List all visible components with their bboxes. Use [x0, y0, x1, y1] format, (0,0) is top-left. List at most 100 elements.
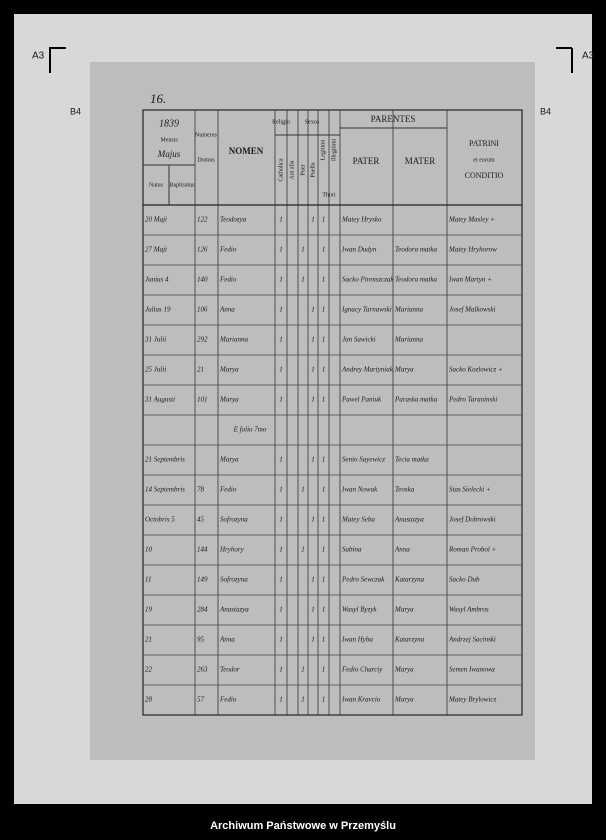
- cell-nomen: Marya: [219, 396, 239, 404]
- header-label: PATER: [353, 156, 380, 166]
- paper: [90, 62, 535, 760]
- cell-catholica: 1: [279, 216, 283, 224]
- cell-patrini: Semen Iwanowa: [449, 666, 495, 674]
- corner-label: B4: [70, 106, 81, 116]
- cell-catholica: 1: [279, 336, 283, 344]
- cell-date: 27 Maji: [145, 246, 167, 254]
- cell-date: 25 Julii: [145, 366, 166, 374]
- corner-label: B4: [540, 106, 551, 116]
- cell-nomen: Marya: [219, 456, 239, 464]
- cell-date: Julius 19: [145, 306, 171, 314]
- cell-date: Junius 4: [145, 276, 169, 284]
- cell-puella: 1: [311, 576, 315, 584]
- header-label: PATRINI: [469, 139, 499, 148]
- cell-patrini: Stas Sielecki +: [449, 486, 491, 494]
- cell-pater: Senio Sayewicz: [342, 456, 385, 464]
- header-label: Numerus: [195, 132, 218, 138]
- cell-catholica: 1: [279, 456, 283, 464]
- cell-domus: 126: [197, 246, 208, 254]
- cell-date: 10: [145, 546, 153, 554]
- cell-domus: 45: [197, 516, 205, 524]
- cell-pater: Sacko Pirenszczak: [342, 276, 395, 284]
- corner-label: A3: [32, 51, 45, 62]
- cell-mater: Tecia matka: [395, 456, 429, 464]
- cell-puer: 1: [301, 546, 305, 554]
- cell-domus: 140: [197, 276, 208, 284]
- header-label: Puella: [310, 162, 316, 177]
- header-label: Baptisatus: [170, 182, 196, 188]
- cell-nomen: Marya: [219, 366, 239, 374]
- cell-pater: Jan Sawicki: [342, 336, 376, 344]
- cell-patrini: Wasyl Ambros: [449, 606, 489, 614]
- cell-pater: Fedio Charciy: [341, 666, 383, 674]
- cell-mater: Marya: [394, 606, 414, 614]
- cell-nomen: Anastazya: [219, 606, 249, 614]
- cell-date: 31 Augusti: [144, 396, 175, 404]
- cell-date: 21: [145, 636, 152, 644]
- header-label: MATER: [405, 156, 436, 166]
- cell-domus: 57: [197, 696, 205, 704]
- cell-pater: Matey Seba: [341, 516, 375, 524]
- cell-puella: 1: [311, 636, 315, 644]
- cell-nomen: Marianna: [219, 336, 249, 344]
- cell-mater: Paraska matka: [394, 396, 438, 404]
- cell-legitimi: 1: [322, 516, 326, 524]
- cell-domus: 101: [197, 396, 208, 404]
- cell-pater: Andrey Martyniak: [341, 366, 394, 374]
- cell-domus: 95: [197, 636, 205, 644]
- header-label: Domus: [197, 157, 215, 163]
- footer: Archiwum Państwowe w Przemyślu: [210, 820, 396, 832]
- cell-catholica: 1: [279, 636, 283, 644]
- cell-mater: Anastazya: [394, 516, 424, 524]
- cell-nomen: Fedio: [219, 486, 237, 494]
- cell-legitimi: 1: [322, 636, 326, 644]
- header-label: CONDITIO: [465, 171, 504, 180]
- cell-patrini: Matey Masley +: [448, 216, 495, 224]
- cell-catholica: 1: [279, 606, 283, 614]
- cell-nomen: Hryhory: [219, 546, 245, 554]
- header-label: Mensis: [160, 137, 178, 143]
- cell-catholica: 1: [279, 246, 283, 254]
- cell-nomen: Fedio: [219, 696, 237, 704]
- header-label: Natus: [149, 182, 164, 188]
- cell-legitimi: 1: [322, 246, 326, 254]
- cell-nomen: Fedio: [219, 246, 237, 254]
- cell-puella: 1: [311, 606, 315, 614]
- cell-mater: Marianna: [394, 336, 424, 344]
- cell-patrini: Josef Malkowski: [449, 306, 496, 314]
- cell-pater: Wasyl Byzyk: [342, 606, 377, 614]
- cell-mater: Katarzyna: [394, 576, 425, 584]
- cell-mater: Teodora matka: [395, 276, 437, 284]
- cell-catholica: 1: [279, 396, 283, 404]
- cell-pater: Iwan Dudyn: [341, 246, 377, 254]
- cell-pater: Matey Hrysko: [341, 216, 382, 224]
- cell-legitimi: 1: [322, 306, 326, 314]
- header-label: Religio: [272, 119, 290, 125]
- cell-puella: 1: [311, 396, 315, 404]
- cell-patrini: Roman Probol +: [448, 546, 497, 554]
- cell-date: 20 Maji: [145, 216, 167, 224]
- cell-legitimi: 1: [322, 276, 326, 284]
- cell-puer: 1: [301, 276, 305, 284]
- cell-legitimi: 1: [322, 546, 326, 554]
- cell-nomen: Sofrozyna: [220, 576, 248, 584]
- cell-puella: 1: [311, 456, 315, 464]
- cell-patrini: Sacko Dub: [449, 576, 480, 584]
- cell-date: 21 Septembris: [145, 456, 185, 464]
- cell-pater: Pedro Sewczak: [341, 576, 385, 584]
- cell-patrini: Matey Hryhorow: [448, 246, 497, 254]
- cell-patrini: Iwan Martyn +: [448, 276, 492, 284]
- cell-domus: 292: [197, 336, 208, 344]
- cell-patrini: Pedro Taraninski: [448, 396, 497, 404]
- cell-date: Octobris 5: [145, 516, 175, 524]
- cell-puer: 1: [301, 696, 305, 704]
- cell-domus: 263: [197, 666, 208, 674]
- cell-pater: Iwan Kravcio: [341, 696, 381, 704]
- cell-pater: Ignacy Tarnawski: [341, 306, 392, 314]
- cell-puer: 1: [301, 666, 305, 674]
- cell-legitimi: 1: [322, 396, 326, 404]
- cell-nomen: Sofrozyna: [220, 516, 248, 524]
- cell-mater: Katarzyna: [394, 636, 425, 644]
- cell-catholica: 1: [279, 546, 283, 554]
